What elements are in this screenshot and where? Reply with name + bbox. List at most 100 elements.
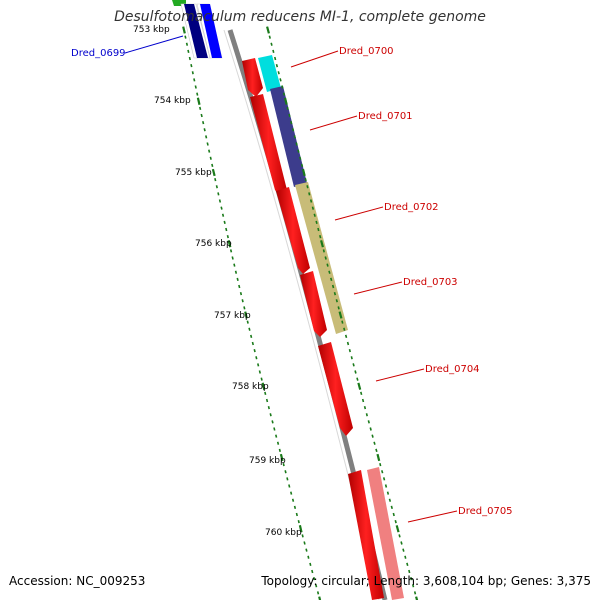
inner-tick-12	[200, 113, 203, 118]
outer-tick-15	[293, 135, 296, 139]
outer-tick-26	[313, 213, 316, 217]
gene-label-dred-0704[interactable]: Dred_0704	[425, 364, 480, 375]
inner-tick-64	[288, 484, 291, 488]
inner-tick-73	[305, 548, 308, 552]
inner-tick-1	[184, 35, 187, 39]
inner-tick-11	[199, 106, 202, 110]
inner-tick-29	[226, 235, 229, 239]
outer-tick-36	[331, 284, 335, 289]
inner-tick-60	[279, 453, 284, 462]
inner-tick-6	[191, 71, 194, 75]
inner-tick-0	[182, 26, 186, 34]
gene-label-dred-0701[interactable]: Dred_0701	[358, 111, 413, 122]
tick-label-756: 756 kbp	[195, 239, 232, 249]
inner-tick-38	[241, 299, 244, 303]
inner-tick-80	[318, 596, 322, 600]
inner-tick-53	[267, 406, 270, 410]
inner-tick-27	[223, 220, 226, 224]
inner-strand-genes	[242, 58, 384, 600]
outer-tick-70	[395, 525, 400, 533]
inner-tick-77	[313, 577, 316, 581]
gene-label-dred-0702[interactable]: Dred_0702	[384, 202, 439, 213]
inner-tick-8	[194, 85, 197, 89]
outer-tick-22	[306, 185, 309, 189]
inner-tick-30	[227, 240, 232, 248]
gene-label-dred-0699[interactable]: Dred_0699	[71, 48, 126, 59]
tick-labels: 753 kbp 754 kbp 755 kbp 756 kbp 757 kbp …	[133, 25, 302, 538]
inner-tick-35	[236, 277, 239, 281]
outer-tick-23	[308, 192, 311, 196]
outer-tick-65	[386, 491, 390, 495]
inner-tick-63	[286, 477, 289, 481]
inner-tick-43	[250, 334, 253, 338]
inner-tick-52	[265, 398, 269, 403]
outer-tick-25	[311, 206, 315, 210]
inner-tick-5	[190, 64, 193, 68]
outer-tick-24	[309, 199, 313, 203]
outer-tick-29	[319, 234, 322, 239]
inner-tick-33	[233, 263, 236, 267]
outer-strand-genes	[258, 55, 404, 600]
inner-tick-15	[205, 135, 208, 139]
outer-tick-63	[382, 477, 386, 481]
inner-tick-51	[264, 391, 267, 395]
inner-tick-4	[188, 56, 191, 61]
inner-tick-65	[290, 491, 293, 495]
top-features	[172, 0, 223, 59]
outer-tick-9	[282, 92, 286, 96]
outer-tick-48	[354, 370, 357, 374]
outer-tick-64	[384, 484, 388, 488]
outer-tick-50	[357, 382, 362, 390]
inner-tick-69	[297, 520, 300, 524]
inner-tick-41	[246, 320, 249, 324]
outer-tick-2	[270, 42, 273, 46]
inner-tick-58	[276, 441, 280, 445]
inner-tick-24	[218, 199, 222, 203]
inner-tick-61	[282, 463, 285, 467]
inner-tick-31	[229, 249, 233, 253]
inner-tick-26	[221, 213, 225, 217]
inner-tick-56	[273, 427, 276, 431]
gene-label-dred-0700[interactable]: Dred_0700	[339, 46, 394, 57]
outer-tick-17	[297, 149, 300, 153]
outer-tick-20	[301, 168, 306, 177]
outer-tick-31	[322, 249, 325, 253]
inner-tick-59	[278, 448, 281, 452]
outer-tick-6	[277, 71, 280, 75]
inner-tick-68	[295, 512, 298, 517]
outer-tick-14	[291, 128, 295, 132]
outer-tick-43	[344, 334, 348, 339]
outer-tick-79	[413, 591, 417, 595]
outer-tick-18	[299, 156, 302, 160]
outer-tick-45	[348, 349, 351, 353]
inner-tick-62	[284, 470, 287, 474]
inner-tick-66	[291, 498, 295, 502]
inner-tick-44	[251, 341, 254, 346]
outer-tick-1	[268, 35, 271, 39]
outer-tick-40	[338, 311, 343, 319]
gene-label-dred-0703[interactable]: Dred_0703	[403, 277, 458, 288]
inner-tick-36	[238, 284, 241, 289]
inner-tick-25	[220, 206, 223, 210]
inner-tick-70	[298, 525, 303, 533]
outer-tick-16	[295, 142, 298, 146]
genome-title: Desulfotomaculum reducens MI-1, complete…	[114, 9, 486, 25]
gene-labels: Dred_0699 Dred_0700 Dred_0701 Dred_0702 …	[71, 46, 513, 517]
outer-tick-69	[394, 519, 397, 524]
inner-tick-75	[309, 562, 312, 566]
outer-tick-52	[361, 398, 365, 403]
inner-tick-23	[217, 192, 220, 196]
inner-tick-19	[211, 163, 214, 167]
outer-tick-73	[402, 548, 405, 552]
inner-tick-72	[303, 541, 306, 545]
tick-label-760: 760 kbp	[265, 528, 302, 538]
outer-tick-46	[350, 356, 353, 360]
outer-tick-58	[373, 441, 376, 445]
outer-tick-77	[410, 576, 413, 581]
inner-tick-76	[311, 569, 314, 574]
outer-tick-30	[320, 240, 324, 248]
outer-tick-28	[317, 227, 320, 232]
gene-label-dred-0705[interactable]: Dred_0705	[458, 506, 513, 517]
inner-tick-49	[260, 377, 263, 381]
